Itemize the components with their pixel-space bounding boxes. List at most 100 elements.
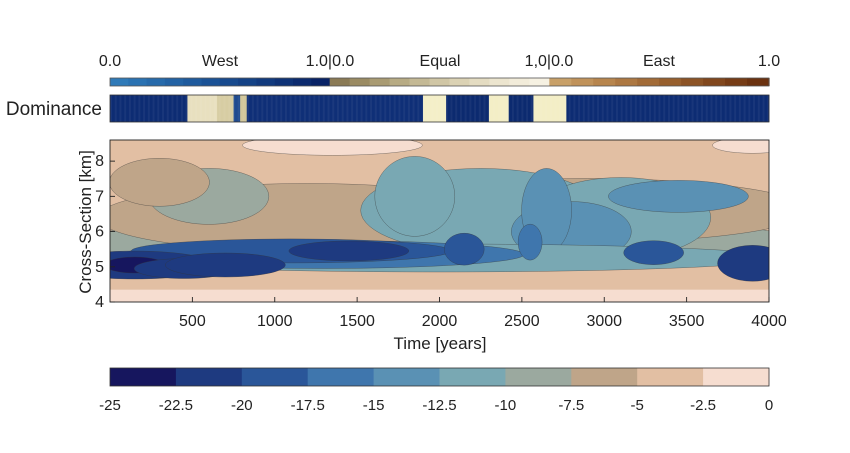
- dominance-texture: [521, 95, 524, 122]
- dominance-texture: [270, 95, 273, 122]
- scale-label-west-end: 1.0|0.0: [306, 53, 355, 70]
- dominance-segment: [187, 95, 218, 122]
- colorbar-tick-label: 0: [765, 397, 773, 414]
- dominance-texture: [332, 95, 335, 122]
- dominance-texture: [464, 95, 467, 122]
- scale-label-equal: Equal: [420, 53, 461, 70]
- dominance-texture: [625, 95, 628, 122]
- colorbar-cell: [110, 368, 177, 386]
- dominance-texture: [176, 95, 179, 122]
- dominance-texture: [346, 95, 349, 122]
- dominance-scale-cell: [201, 78, 221, 86]
- dominance-texture: [507, 95, 510, 122]
- dominance-scale-cell: [747, 78, 770, 86]
- dominance-texture: [185, 95, 188, 122]
- dominance-texture: [639, 95, 642, 122]
- dominance-texture: [682, 95, 685, 122]
- dominance-texture: [667, 95, 670, 122]
- dominance-texture: [545, 95, 548, 122]
- dominance-texture: [299, 95, 302, 122]
- dominance-segment: [423, 95, 447, 122]
- dominance-texture: [308, 95, 311, 122]
- dominance-texture: [228, 95, 231, 122]
- dominance-texture: [502, 95, 505, 122]
- dominance-scale-cell: [703, 78, 726, 86]
- dominance-scale-cell: [681, 78, 704, 86]
- colorbar-tick-label: -7.5: [558, 397, 584, 414]
- dominance-segment: [508, 95, 534, 122]
- dominance-scale-cell: [489, 78, 510, 86]
- dominance-scale-cell: [509, 78, 530, 86]
- dominance-texture: [327, 95, 330, 122]
- dominance-texture: [422, 95, 425, 122]
- dominance-texture: [370, 95, 373, 122]
- dominance-texture: [247, 95, 250, 122]
- dominance-texture: [318, 95, 321, 122]
- dominance-texture: [762, 95, 765, 122]
- dominance-texture: [530, 95, 533, 122]
- dominance-scale-cell: [128, 78, 148, 86]
- colorbar-cell: [703, 368, 770, 386]
- dominance-segment: [446, 95, 490, 122]
- colorbar-cell: [307, 368, 374, 386]
- dominance-segment: [233, 95, 241, 122]
- dominance-texture: [426, 95, 429, 122]
- dominance-texture: [516, 95, 519, 122]
- dominance-texture: [440, 95, 443, 122]
- dominance-texture: [719, 95, 722, 122]
- dominance-texture: [412, 95, 415, 122]
- contour-region: [517, 223, 543, 261]
- dominance-texture: [294, 95, 297, 122]
- contour-region: [110, 158, 210, 207]
- dominance-texture: [379, 95, 382, 122]
- dominance-texture: [190, 95, 193, 122]
- dominance-texture: [606, 95, 609, 122]
- x-tick-label: 3000: [586, 313, 622, 330]
- dominance-texture: [478, 95, 481, 122]
- dominance-texture: [232, 95, 235, 122]
- dominance-scale-cell: [238, 78, 258, 86]
- dominance-texture: [488, 95, 491, 122]
- dominance-texture: [705, 95, 708, 122]
- dominance-scale-cell: [146, 78, 166, 86]
- dominance-texture: [563, 95, 566, 122]
- dominance-texture: [483, 95, 486, 122]
- dominance-texture: [715, 95, 718, 122]
- y-tick-label: 6: [95, 224, 104, 241]
- dominance-texture: [497, 95, 500, 122]
- dominance-texture: [696, 95, 699, 122]
- colorbar-frame: [109, 367, 770, 387]
- dominance-texture: [597, 95, 600, 122]
- contour-region: [712, 140, 769, 154]
- dominance-texture: [611, 95, 614, 122]
- dominance-bar: [110, 95, 770, 122]
- colorbar-cell: [241, 368, 309, 386]
- contour-region: [443, 232, 485, 266]
- contour-region: [608, 180, 749, 213]
- dominance-segment: [533, 95, 567, 122]
- dominance-texture: [743, 95, 746, 122]
- dominance-texture: [535, 95, 538, 122]
- dominance-scale-cell: [219, 78, 239, 86]
- scale-label-west: West: [202, 53, 239, 70]
- dominance-texture: [757, 95, 760, 122]
- x-tick-label: 1500: [339, 313, 375, 330]
- dominance-texture: [724, 95, 727, 122]
- dominance-scale-cell: [725, 78, 748, 86]
- colorbar-tick-label: -22.5: [159, 397, 193, 414]
- dominance-texture: [767, 95, 770, 122]
- colorbar-cell: [175, 368, 243, 386]
- contour-region: [374, 156, 456, 237]
- dominance-texture: [450, 95, 453, 122]
- dominance-texture: [398, 95, 401, 122]
- dominance-texture: [578, 95, 581, 122]
- dominance-texture: [734, 95, 737, 122]
- dominance-texture: [341, 95, 344, 122]
- colorbar-tick-label: -10: [495, 397, 517, 414]
- dominance-texture: [677, 95, 680, 122]
- scale-label-equal-end: 1,0|0.0: [525, 53, 574, 70]
- dominance-texture: [195, 95, 198, 122]
- dominance-scale-cell: [369, 78, 391, 86]
- x-tick-label: 2000: [422, 313, 458, 330]
- x-axis-label: Time [years]: [394, 334, 487, 353]
